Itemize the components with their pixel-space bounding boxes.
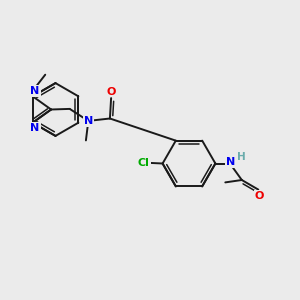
Text: N: N: [30, 86, 40, 96]
Text: H: H: [237, 152, 246, 162]
Text: N: N: [226, 157, 236, 167]
Text: O: O: [106, 86, 116, 97]
Text: O: O: [255, 190, 264, 201]
Text: N: N: [30, 123, 40, 133]
Text: N: N: [84, 116, 93, 126]
Text: Cl: Cl: [138, 158, 150, 168]
